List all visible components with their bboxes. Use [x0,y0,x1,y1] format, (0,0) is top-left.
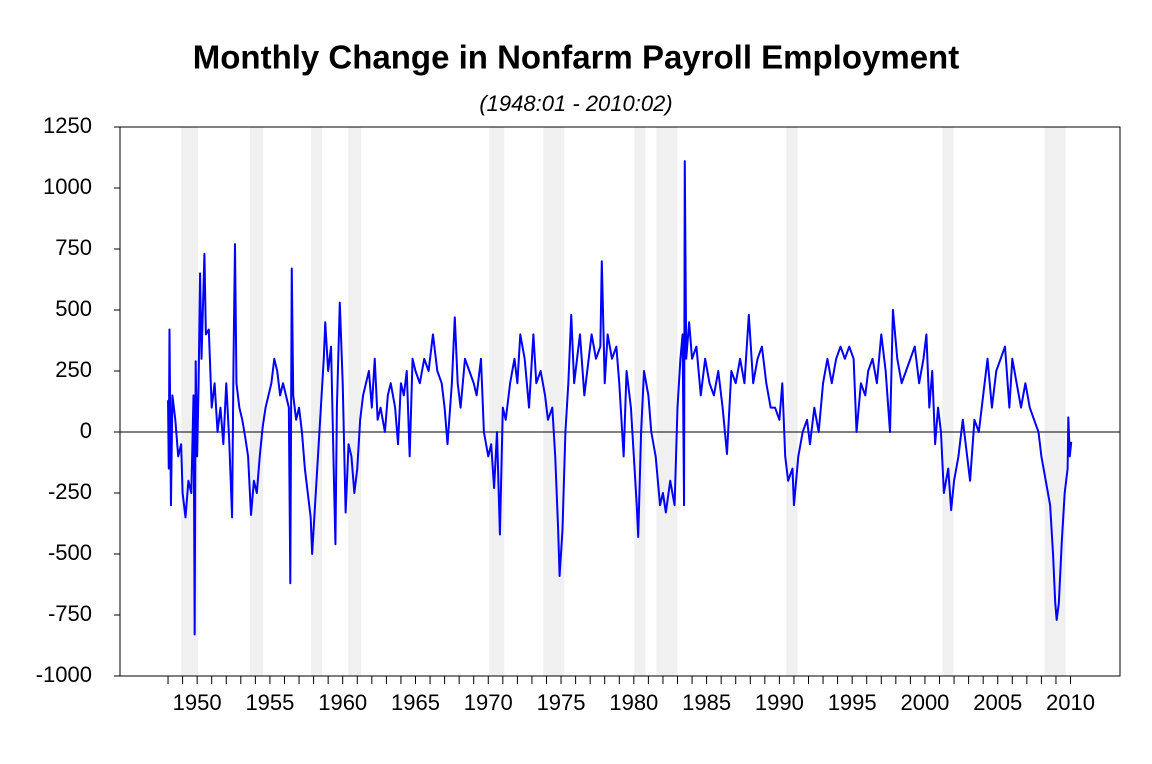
recession-band [348,127,362,676]
recession-band [786,127,798,676]
x-tick-label: 1950 [173,690,222,715]
y-tick-label: -500 [48,540,92,565]
y-tick-label: -750 [48,601,92,626]
x-tick-label: 1960 [318,690,367,715]
y-tick-label: 1250 [43,113,92,138]
y-tick-label: 500 [55,296,92,321]
x-tick-label: 1985 [682,690,731,715]
recession-band [656,127,678,676]
y-tick-label: 0 [80,418,92,443]
data-line [167,160,1073,636]
x-tick-label: 1955 [245,690,294,715]
y-tick-label: 250 [55,357,92,382]
x-tick-label: 1995 [828,690,877,715]
x-tick-label: 2005 [973,690,1022,715]
recession-band [250,127,264,676]
recession-band [942,127,954,676]
chart-title: Monthly Change in Nonfarm Payroll Employ… [193,39,959,76]
y-tick-label: 750 [55,235,92,260]
chart-subtitle: (1948:01 - 2010:02) [479,91,672,116]
x-tick-label: 1990 [755,690,804,715]
x-tick-label: 1975 [537,690,586,715]
x-tick-label: 2010 [1046,690,1095,715]
y-tick-label: -1000 [36,662,92,687]
x-tick-label: 1965 [391,690,440,715]
plot-frame [119,126,1121,677]
x-tick-label: 1980 [609,690,658,715]
recession-band [489,127,505,676]
y-tick-label: -250 [48,479,92,504]
x-tick-label: 1970 [464,690,513,715]
x-tick-label: 2000 [900,690,949,715]
recession-band [634,127,646,676]
y-tick-label: 1000 [43,174,92,199]
recession-band [311,127,323,676]
recession-band [1044,127,1066,676]
